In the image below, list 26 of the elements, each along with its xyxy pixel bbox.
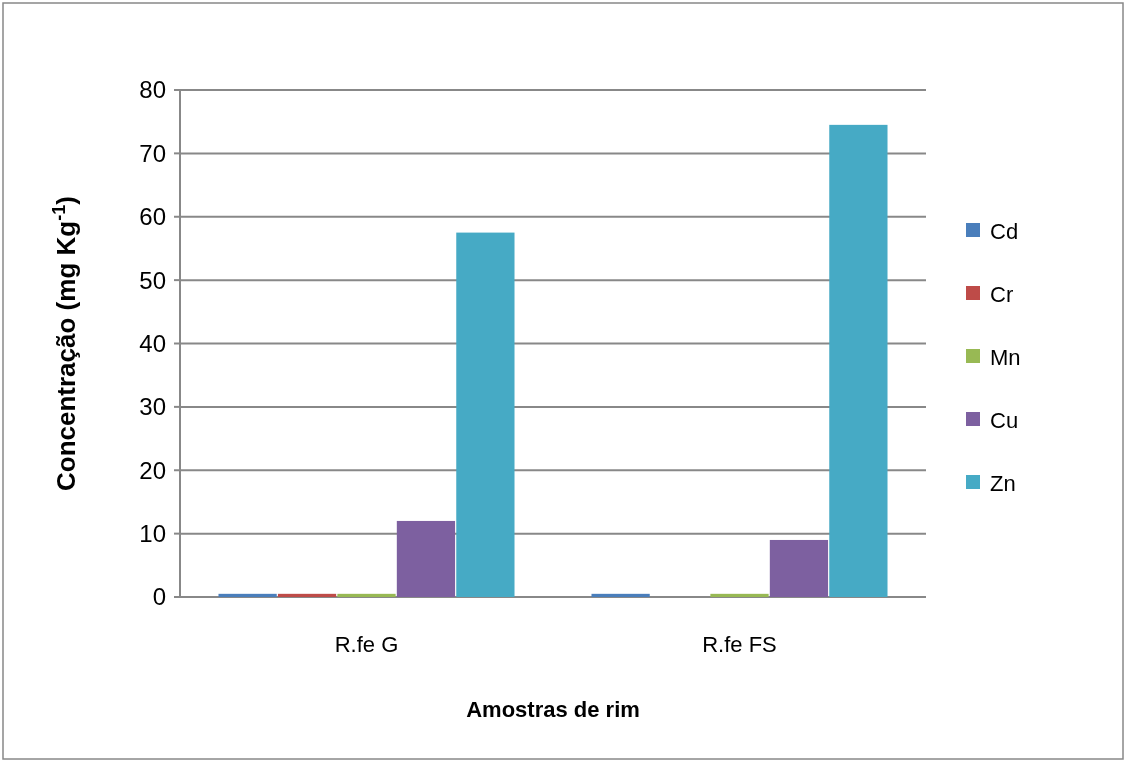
y-tick-label: 20: [139, 456, 166, 484]
x-axis-title: Amostras de rim: [466, 697, 640, 722]
bar: [277, 593, 337, 597]
legend-label: Zn: [990, 470, 1016, 496]
bar: [769, 539, 829, 597]
y-tick-label: 80: [139, 76, 166, 104]
legend-label: Cu: [990, 407, 1019, 433]
bar: [337, 593, 396, 597]
bar: [456, 232, 515, 597]
bar: [710, 593, 769, 597]
legend-label: Cr: [990, 281, 1014, 307]
bar: [218, 593, 277, 597]
legend-label: Mn: [990, 344, 1021, 370]
y-tick-label: 60: [139, 203, 166, 231]
y-tick-label: 10: [139, 520, 166, 548]
y-tick-label: 50: [139, 266, 166, 294]
y-tick-label: 70: [139, 139, 166, 167]
x-tick-label: R.fe G: [334, 632, 399, 657]
y-tick-label: 30: [139, 393, 166, 421]
y-tick-label: 0: [152, 583, 166, 611]
bar: [591, 593, 650, 597]
bar: [829, 124, 888, 597]
bar: [396, 520, 456, 597]
y-tick-label: 40: [139, 329, 166, 357]
legend-label: Cd: [990, 218, 1019, 244]
x-tick-label: R.fe FS: [702, 632, 777, 657]
